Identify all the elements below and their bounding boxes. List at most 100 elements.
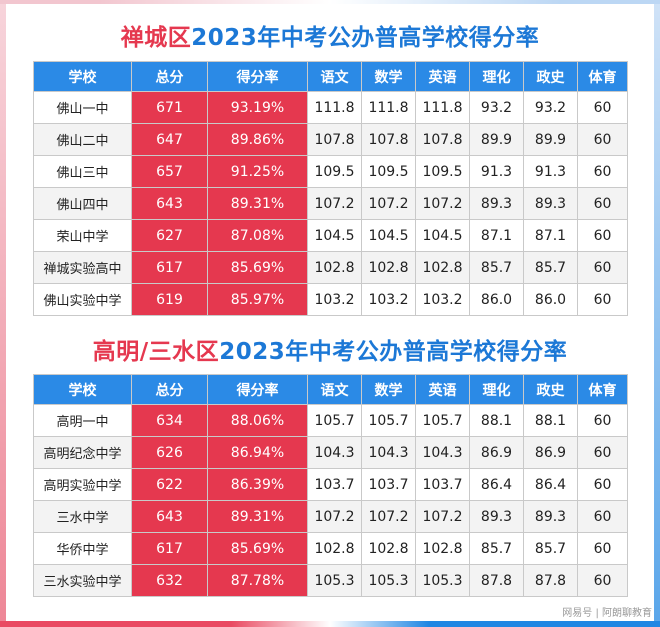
table-cell: 102.8 [307,251,362,284]
column-header: 政史 [523,374,578,405]
table-cell: 89.9 [523,123,578,156]
section2-title-rest: 2023年中考公办普高学校得分率 [219,339,568,365]
table-cell: 88.1 [469,404,524,437]
section1-title: 禅城区2023年中考公办普高学校得分率 [0,18,660,52]
table-cell: 105.3 [415,564,470,597]
table-cell: 627 [131,219,208,252]
table-cell: 60 [577,283,628,316]
school-name-cell: 佛山三中 [33,155,132,188]
column-header: 语文 [307,374,362,405]
table-cell: 102.8 [307,532,362,565]
school-name-cell: 禅城实验高中 [33,251,132,284]
table-cell: 89.9 [469,123,524,156]
school-name-cell: 佛山二中 [33,123,132,156]
table-cell: 102.8 [361,532,416,565]
section1-table: 学校 总分 得分率 语文 数学 英语 理化 政史 体育 佛山一中 671 93.19% 111.8 11… [33,61,628,316]
table-row: 三水实验中学 632 87.78% 105.3 105.3 105.3 87.8 87.8 60 [33,564,628,597]
table-cell: 107.2 [415,187,470,220]
table-cell: 85.7 [523,532,578,565]
column-header: 体育 [577,374,628,405]
table-cell: 86.39% [207,468,308,501]
table-cell: 87.8 [469,564,524,597]
table-cell: 91.3 [523,155,578,188]
table-header-row: 学校 总分 得分率 语文 数学 英语 理化 政史 体育 [33,374,628,405]
school-name-cell: 华侨中学 [33,532,132,565]
table-cell: 89.3 [469,500,524,533]
table-cell: 103.2 [415,283,470,316]
table-cell: 87.1 [469,219,524,252]
table-cell: 60 [577,91,628,124]
table-cell: 107.2 [307,500,362,533]
table-cell: 60 [577,219,628,252]
table-cell: 103.7 [307,468,362,501]
table-cell: 104.5 [361,219,416,252]
table-cell: 105.3 [361,564,416,597]
column-header: 学校 [33,374,132,405]
table-cell: 103.2 [307,283,362,316]
school-name-cell: 高明一中 [33,404,132,437]
table-cell: 89.3 [523,500,578,533]
table-cell: 87.78% [207,564,308,597]
table-cell: 60 [577,436,628,469]
school-name-cell: 高明纪念中学 [33,436,132,469]
table-cell: 105.7 [361,404,416,437]
table-cell: 60 [577,251,628,284]
table-cell: 107.2 [361,187,416,220]
column-header: 总分 [131,374,208,405]
table-cell: 643 [131,500,208,533]
table-header-row: 学校 总分 得分率 语文 数学 英语 理化 政史 体育 [33,61,628,92]
right-accent-edge [654,4,660,621]
table-cell: 60 [577,404,628,437]
table-cell: 104.5 [415,219,470,252]
table-row: 华侨中学 617 85.69% 102.8 102.8 102.8 85.7 85.7 60 [33,532,628,565]
table-row: 三水中学 643 89.31% 107.2 107.2 107.2 89.3 89.3 60 [33,500,628,533]
table-cell: 104.3 [415,436,470,469]
table-cell: 109.5 [361,155,416,188]
section2-title: 高明/三水区2023年中考公办普高学校得分率 [0,332,660,366]
table-row: 禅城实验高中 617 85.69% 102.8 102.8 102.8 85.7 85.7 60 [33,251,628,284]
table-cell: 671 [131,91,208,124]
table-cell: 86.0 [469,283,524,316]
column-header: 得分率 [207,61,308,92]
table-cell: 93.19% [207,91,308,124]
table-row: 佛山一中 671 93.19% 111.8 111.8 111.8 93.2 93.2 60 [33,91,628,124]
table-cell: 93.2 [469,91,524,124]
table-cell: 617 [131,532,208,565]
section1-title-district: 禅城区 [120,25,192,51]
table-row: 高明实验中学 622 86.39% 103.7 103.7 103.7 86.4 86.4 60 [33,468,628,501]
table-cell: 93.2 [523,91,578,124]
table-row: 佛山二中 647 89.86% 107.8 107.8 107.8 89.9 89.9 60 [33,123,628,156]
table-cell: 102.8 [361,251,416,284]
table-cell: 643 [131,187,208,220]
table-cell: 619 [131,283,208,316]
table-cell: 89.31% [207,500,308,533]
table-cell: 87.1 [523,219,578,252]
table-cell: 60 [577,468,628,501]
table-cell: 86.0 [523,283,578,316]
school-name-cell: 荣山中学 [33,219,132,252]
section2-title-district: 高明/三水区 [92,339,220,365]
table-cell: 86.9 [469,436,524,469]
table-cell: 103.7 [415,468,470,501]
left-accent-edge [0,4,6,621]
section1-title-rest: 2023年中考公办普高学校得分率 [191,25,540,51]
column-header: 学校 [33,61,132,92]
table-cell: 107.2 [307,187,362,220]
table-cell: 657 [131,155,208,188]
school-name-cell: 佛山实验中学 [33,283,132,316]
table-cell: 86.4 [523,468,578,501]
column-header: 语文 [307,61,362,92]
table-cell: 85.7 [523,251,578,284]
table-cell: 60 [577,155,628,188]
table-cell: 622 [131,468,208,501]
table-cell: 105.7 [415,404,470,437]
table-cell: 107.8 [307,123,362,156]
table-cell: 104.3 [307,436,362,469]
table-cell: 105.3 [307,564,362,597]
column-header: 数学 [361,61,416,92]
table-cell: 86.9 [523,436,578,469]
school-name-cell: 三水中学 [33,500,132,533]
table-cell: 104.3 [361,436,416,469]
table-cell: 60 [577,564,628,597]
table-cell: 88.1 [523,404,578,437]
